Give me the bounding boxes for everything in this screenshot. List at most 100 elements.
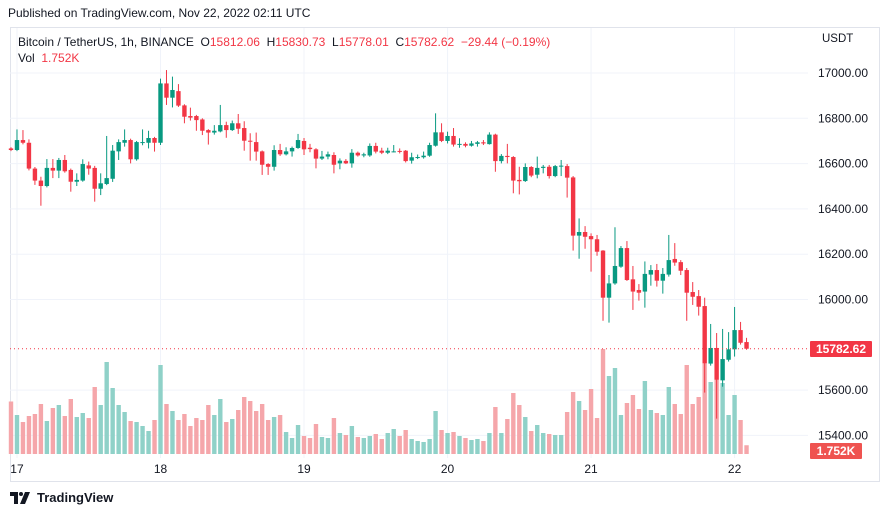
volume-bar bbox=[68, 399, 73, 454]
volume-bar bbox=[481, 441, 486, 454]
candle-body bbox=[666, 260, 671, 275]
volume-bar bbox=[236, 410, 241, 454]
candle-body bbox=[654, 270, 660, 281]
candle-down bbox=[8, 147, 14, 152]
change-value: −29.44 (−0.19%) bbox=[460, 35, 551, 49]
volume-bar bbox=[206, 405, 211, 454]
candle-down bbox=[702, 297, 707, 393]
high-label: H bbox=[266, 35, 276, 49]
volume-bar bbox=[259, 404, 265, 454]
candle-body bbox=[14, 140, 20, 151]
volume-bar bbox=[319, 437, 325, 454]
candle-up bbox=[361, 152, 367, 158]
candle-body bbox=[582, 232, 588, 237]
candle-body bbox=[295, 140, 301, 148]
candle-body bbox=[409, 157, 414, 161]
volume-bar bbox=[457, 436, 462, 454]
candle-body bbox=[684, 270, 689, 293]
candle-body bbox=[253, 142, 259, 152]
candle-body bbox=[307, 147, 313, 150]
candle-body bbox=[68, 169, 73, 182]
candle-down bbox=[86, 161, 91, 175]
volume-bar bbox=[32, 414, 38, 454]
candle-up bbox=[134, 140, 139, 161]
brand-name: TradingView bbox=[37, 490, 114, 505]
volume-bar bbox=[570, 392, 576, 454]
candle-body bbox=[487, 134, 492, 145]
candle-up bbox=[56, 157, 62, 179]
time-tick-label: 20 bbox=[441, 462, 455, 476]
volume-bar bbox=[194, 418, 199, 454]
volume-bar bbox=[708, 382, 713, 454]
price-tick-label: 15600.00 bbox=[818, 383, 868, 397]
candle-body bbox=[325, 154, 331, 157]
candle-body bbox=[32, 168, 38, 181]
candle-down bbox=[355, 151, 361, 157]
candle-body bbox=[552, 166, 558, 177]
candle-down bbox=[301, 138, 307, 155]
time-tick-label: 19 bbox=[297, 462, 311, 476]
candle-body bbox=[433, 132, 438, 146]
volume-bar bbox=[672, 404, 677, 454]
volume-bar bbox=[283, 432, 289, 454]
candle-body bbox=[660, 273, 666, 281]
candle-body bbox=[726, 349, 731, 360]
volume-bar bbox=[122, 412, 127, 454]
candle-body bbox=[576, 232, 582, 236]
candle-up bbox=[648, 265, 654, 286]
candle-down bbox=[678, 260, 683, 276]
open-value: 15812.06 bbox=[209, 35, 260, 49]
volume-bar bbox=[636, 409, 642, 454]
currency-label[interactable]: USDT bbox=[822, 33, 854, 45]
volume-bar bbox=[511, 393, 516, 454]
candle-down bbox=[529, 166, 534, 178]
candle-body bbox=[277, 150, 283, 155]
candle-body bbox=[558, 165, 564, 167]
candle-body bbox=[259, 151, 265, 165]
time-axis: 17 18 19 20 21 22 bbox=[10, 462, 741, 476]
candle-body bbox=[505, 155, 510, 158]
symbol-title[interactable]: Bitcoin / TetherUS, 1h, BINANCE bbox=[18, 35, 194, 49]
candle-down bbox=[176, 84, 181, 107]
candle-body bbox=[367, 145, 372, 156]
candle-body bbox=[56, 159, 62, 171]
candle-body bbox=[301, 140, 307, 150]
candle-body bbox=[618, 248, 624, 267]
volume-bar bbox=[529, 431, 534, 454]
low-label: L bbox=[332, 35, 339, 49]
volume-bar bbox=[630, 395, 636, 454]
candle-down bbox=[307, 143, 313, 153]
volume-bar bbox=[92, 387, 97, 454]
volume-bar bbox=[98, 405, 103, 454]
volume-bar bbox=[224, 422, 229, 454]
volume-bar bbox=[289, 438, 295, 454]
volume-bar bbox=[684, 365, 689, 454]
candle-down bbox=[224, 121, 229, 138]
volume-bar bbox=[576, 401, 582, 454]
candle-body bbox=[702, 306, 707, 364]
volume-tag: 1.752K bbox=[810, 443, 862, 459]
candle-down bbox=[744, 337, 749, 350]
volume-bar bbox=[582, 410, 588, 454]
candle-down bbox=[248, 133, 253, 161]
candle-down bbox=[50, 159, 56, 179]
candle-down bbox=[164, 70, 169, 105]
volume-bar bbox=[230, 419, 235, 454]
candle-down bbox=[588, 233, 594, 272]
candle-up bbox=[44, 159, 50, 188]
candle-body bbox=[218, 125, 223, 132]
volume-bar bbox=[385, 433, 390, 454]
candle-body bbox=[636, 289, 642, 293]
volume-bar bbox=[594, 418, 600, 454]
candle-up bbox=[606, 275, 612, 323]
volume-bar bbox=[242, 397, 247, 454]
candle-up bbox=[618, 246, 624, 268]
tradingview-logo[interactable]: TradingView bbox=[10, 490, 113, 505]
candles bbox=[8, 70, 749, 419]
candle-body bbox=[451, 135, 456, 145]
candle-body bbox=[224, 125, 229, 131]
candle-down bbox=[630, 265, 636, 310]
candle-body bbox=[319, 156, 325, 159]
candle-up bbox=[146, 130, 151, 149]
